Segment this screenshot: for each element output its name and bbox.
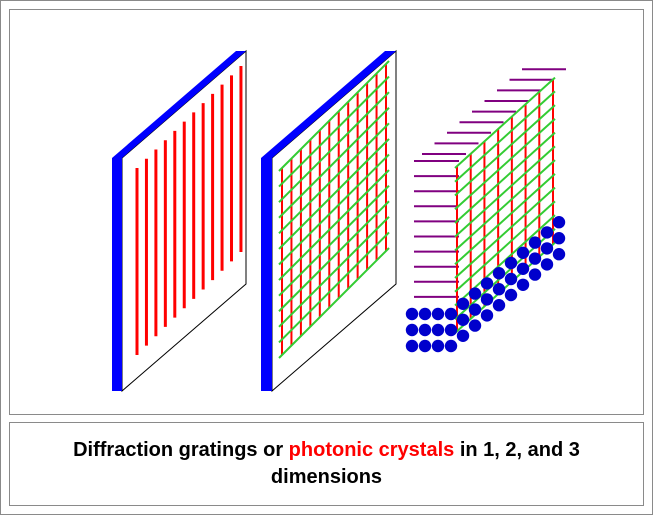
crystal-sphere bbox=[468, 303, 482, 316]
crystal-sphere bbox=[431, 323, 445, 337]
grid-horizontal-line bbox=[278, 60, 390, 172]
crystal-sphere bbox=[480, 277, 494, 290]
crystal-sphere bbox=[540, 226, 554, 239]
crystal-horizontal-line bbox=[454, 145, 556, 238]
crystal-sphere bbox=[431, 339, 445, 353]
crystal-sphere bbox=[405, 307, 419, 321]
crystal-sphere bbox=[444, 307, 458, 321]
grid-horizontal-line bbox=[278, 200, 390, 312]
crystal-sphere bbox=[528, 252, 542, 265]
caption-text: Diffraction gratings or photonic crystal… bbox=[67, 437, 587, 491]
crystal-horizontal-line bbox=[454, 186, 556, 279]
crystal-sphere bbox=[528, 236, 542, 249]
crystal-horizontal-line bbox=[454, 90, 556, 183]
diagram-area bbox=[9, 9, 644, 415]
crystal-sphere bbox=[456, 297, 470, 310]
crystal-sphere bbox=[492, 283, 506, 296]
grid-horizontal-line bbox=[278, 231, 390, 344]
gratings-diagram bbox=[112, 49, 566, 393]
grid-horizontal-line bbox=[278, 122, 390, 235]
crystal-horizontal-line bbox=[454, 159, 556, 252]
crystal-sphere bbox=[456, 329, 470, 342]
crystal-sphere bbox=[504, 256, 518, 270]
crystal-sphere bbox=[431, 307, 445, 321]
crystal-sphere bbox=[444, 339, 458, 353]
crystal-horizontal-line bbox=[454, 173, 556, 265]
crystal-sphere bbox=[552, 216, 566, 229]
crystal-sphere bbox=[504, 272, 518, 286]
crystal-horizontal-line bbox=[454, 118, 556, 210]
crystal-sphere bbox=[540, 258, 554, 271]
crystal-sphere bbox=[405, 323, 419, 337]
crystal-horizontal-line bbox=[454, 104, 556, 197]
caption-highlight: photonic crystals bbox=[288, 439, 455, 461]
crystal-horizontal-line bbox=[454, 200, 556, 293]
panel-2d-edge-side bbox=[261, 158, 272, 391]
crystal-horizontal-line bbox=[454, 131, 556, 224]
crystal-sphere bbox=[552, 232, 566, 245]
caption-part2: in 1, 2, and 3 dimensions bbox=[270, 439, 580, 488]
crystal-sphere bbox=[528, 268, 542, 281]
panel-1d-edge-side bbox=[112, 158, 122, 391]
crystal-sphere bbox=[480, 309, 494, 322]
crystal-sphere bbox=[468, 319, 482, 332]
crystal-sphere bbox=[516, 246, 530, 259]
crystal-sphere bbox=[540, 242, 554, 255]
grid-horizontal-line bbox=[278, 216, 390, 328]
grid-horizontal-line bbox=[278, 91, 390, 203]
crystal-sphere bbox=[444, 323, 458, 337]
crystal-horizontal-line bbox=[454, 76, 556, 169]
crystal-sphere bbox=[418, 323, 432, 337]
grid-horizontal-line bbox=[278, 153, 390, 266]
crystal-sphere bbox=[492, 299, 506, 312]
grid-horizontal-line bbox=[278, 138, 390, 250]
grid-horizontal-line bbox=[278, 75, 390, 188]
crystal-sphere bbox=[418, 307, 432, 321]
crystal-sphere bbox=[552, 248, 566, 261]
crystal-sphere bbox=[456, 313, 470, 326]
panel-1d-edge-top bbox=[112, 51, 246, 158]
crystal-sphere bbox=[480, 293, 494, 306]
grid-horizontal-line bbox=[278, 169, 390, 281]
crystal-sphere bbox=[516, 262, 530, 275]
crystal-sphere bbox=[405, 339, 419, 353]
panel-2d-edge-top bbox=[261, 51, 396, 158]
grid-horizontal-line bbox=[278, 184, 390, 297]
crystal-sphere bbox=[504, 288, 518, 302]
caption-part1: Diffraction gratings or bbox=[73, 439, 289, 461]
grid-horizontal-line bbox=[278, 247, 390, 359]
crystal-sphere bbox=[516, 278, 530, 291]
crystal-sphere bbox=[468, 287, 482, 300]
caption-box: Diffraction gratings or photonic crystal… bbox=[9, 422, 644, 506]
crystal-sphere bbox=[418, 339, 432, 353]
crystal-sphere bbox=[492, 267, 506, 280]
grid-horizontal-line bbox=[278, 107, 390, 219]
